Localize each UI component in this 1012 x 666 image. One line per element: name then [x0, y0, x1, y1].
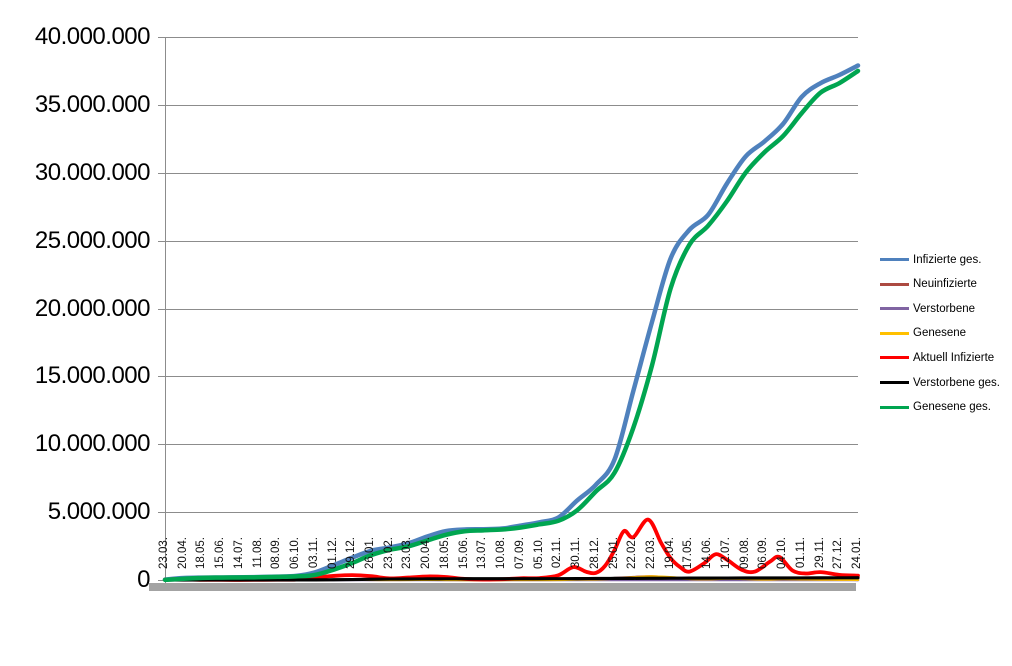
series-line-genesene-ges[interactable] [162, 68, 861, 583]
legend-label: Verstorbene [913, 302, 976, 315]
x-axis-label: 29.12. [345, 537, 358, 569]
legend-entry-neuinfizierte[interactable]: Neuinfizierte [880, 277, 977, 292]
y-axis-label: 40.000.000 [34, 23, 151, 50]
x-axis-label: 08.09. [270, 537, 283, 569]
legend-entry-infizierte-ges[interactable]: Infizierte ges. [880, 252, 981, 267]
legend-entry-aktuell-infizierte[interactable]: Aktuell Infizierte [880, 350, 994, 365]
series-line-verstorbene-ges[interactable] [163, 576, 860, 582]
x-axis-label: 25.01. [607, 537, 620, 569]
y-axis-label: 5.000.000 [47, 498, 151, 526]
y-axis-label: 25.000.000 [34, 226, 151, 254]
x-axis-label: 22.03. [644, 537, 657, 569]
x-axis-label: 20.04. [176, 537, 189, 569]
x-axis-label: 04.10. [776, 537, 789, 569]
x-axis-label: 01.12. [326, 537, 339, 569]
x-axis-label: 23.03. [158, 537, 170, 569]
y-axis-label: 35.000.000 [34, 90, 151, 118]
legend-label: Infizierte ges. [913, 253, 982, 266]
series-line-infizierte-ges[interactable] [162, 63, 861, 582]
x-axis-label: 09.08. [738, 537, 751, 569]
y-axis-label: 20.000.000 [34, 294, 151, 322]
x-axis-label: 06.10. [289, 537, 302, 569]
legend-line-swatch-icon [880, 307, 909, 311]
x-axis-label: 17.05. [682, 537, 695, 569]
x-axis-label: 12.07. [719, 537, 732, 569]
x-axis-label: 14.07. [232, 537, 245, 569]
x-axis-label: 23.02. [382, 537, 395, 569]
x-axis-label: 28.12. [588, 537, 601, 569]
legend-line-swatch-icon [880, 258, 909, 261]
x-axis-band [149, 583, 856, 591]
legend-line-swatch-icon [880, 356, 909, 360]
x-axis-label: 22.02. [626, 537, 639, 569]
legend-entry-genesene[interactable]: Genesene [880, 326, 966, 341]
legend-label: Aktuell Infizierte [913, 351, 995, 364]
x-axis-label: 19.04. [663, 537, 676, 569]
legend-label: Genesene [913, 327, 967, 340]
y-axis-label: 0 [137, 566, 150, 593]
x-axis-label: 27.12. [832, 537, 845, 569]
x-axis-label: 24.01. [851, 537, 863, 569]
x-axis-label: 20.04. [420, 537, 433, 569]
x-axis-label: 06.09. [757, 537, 770, 569]
legend-entry-genesene-ges[interactable]: Genesene ges. [880, 400, 991, 415]
legend-line-swatch-icon [880, 381, 909, 384]
legend-line-swatch-icon [880, 405, 909, 409]
legend-label: Neuinfizierte [913, 278, 977, 291]
x-axis-label: 23.03. [401, 537, 414, 569]
x-axis-label: 14.06. [701, 537, 714, 569]
x-axis-label: 13.07. [476, 537, 489, 569]
legend-label: Verstorbene ges. [913, 376, 1000, 389]
x-axis-label: 03.11. [307, 537, 320, 569]
x-axis-label: 07.09. [513, 537, 526, 569]
legend-line-swatch-icon [880, 331, 909, 335]
legend-entry-verstorbene-ges[interactable]: Verstorbene ges. [880, 375, 1000, 390]
x-axis-label: 05.10. [532, 537, 545, 569]
x-axis-label: 18.05. [195, 537, 208, 569]
x-axis-label: 15.06. [457, 537, 470, 569]
legend-line-swatch-icon [880, 282, 909, 286]
x-axis-label: 30.11. [570, 537, 583, 569]
x-axis-label: 15.06. [214, 537, 227, 569]
y-axis-label: 15.000.000 [34, 362, 151, 390]
y-axis-label: 30.000.000 [34, 158, 151, 186]
legend-entry-verstorbene[interactable]: Verstorbene [880, 301, 975, 316]
x-axis-label: 29.11. [813, 537, 826, 569]
x-axis-label: 11.08. [251, 537, 264, 569]
legend-label: Genesene ges. [913, 401, 992, 414]
x-axis-label: 18.05. [438, 537, 451, 569]
x-axis-label: 26.01. [364, 537, 377, 569]
x-axis-label: 01.11. [794, 537, 807, 569]
x-axis-label: 10.08. [495, 537, 508, 569]
y-axis-label: 10.000.000 [34, 430, 151, 458]
x-axis-label: 02.11. [551, 537, 564, 569]
